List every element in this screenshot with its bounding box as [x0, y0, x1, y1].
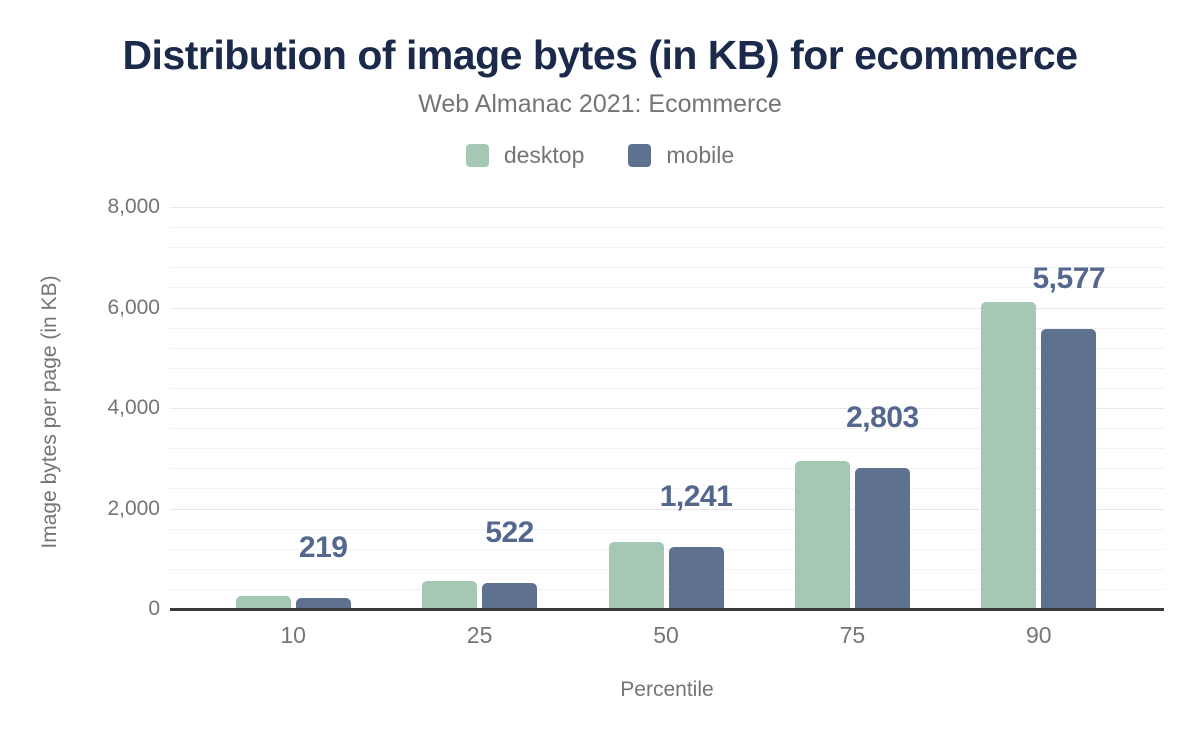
minor-gridline [170, 327, 1164, 329]
y-tick-label: 0 [148, 597, 160, 620]
bar-mobile-p75 [854, 468, 910, 609]
x-axis-title: Percentile [620, 678, 714, 701]
minor-gridline [170, 568, 1164, 570]
minor-gridline [170, 548, 1164, 550]
mobile-swatch-icon [628, 144, 652, 167]
y-tick-label: 4,000 [107, 396, 160, 419]
minor-gridline [170, 227, 1164, 229]
data-label-p10: 219 [298, 530, 348, 564]
bar-desktop-p75 [794, 460, 850, 609]
chart-title: Distribution of image bytes (in KB) for … [122, 32, 1078, 78]
minor-gridline [170, 488, 1164, 490]
bar-mobile-p50 [668, 546, 724, 609]
minor-gridline [170, 528, 1164, 530]
bar-desktop-p10 [235, 596, 291, 609]
x-axis-line [170, 608, 1164, 611]
data-label-p50: 1,241 [659, 479, 733, 513]
minor-gridline [170, 287, 1164, 289]
y-tick-label: 8,000 [107, 195, 160, 218]
y-tick-label: 6,000 [107, 295, 160, 319]
bar-desktop-p90 [981, 302, 1037, 609]
legend: desktop mobile [0, 142, 1200, 169]
minor-gridline [170, 267, 1164, 269]
x-tick-label: 90 [1026, 622, 1052, 648]
x-tick-label: 75 [839, 622, 866, 648]
bar-mobile-p25 [482, 582, 538, 609]
minor-gridline [170, 387, 1164, 389]
minor-gridline [170, 448, 1164, 450]
desktop-swatch-icon [465, 144, 489, 167]
y-axis-title: Image bytes per page (in KB) [38, 275, 61, 549]
minor-gridline [170, 468, 1164, 470]
legend-item-mobile: mobile [628, 142, 734, 169]
x-tick-label: 25 [466, 622, 493, 648]
y-tick-label: 2,000 [107, 496, 160, 520]
major-gridline [170, 508, 1164, 510]
x-tick-label: 10 [280, 622, 306, 648]
x-tick-label: 50 [653, 622, 679, 648]
major-gridline [170, 408, 1164, 409]
legend-item-desktop: desktop [465, 142, 585, 169]
bar-desktop-p25 [422, 580, 478, 609]
legend-label-mobile: mobile [666, 142, 735, 168]
minor-gridline [170, 367, 1164, 369]
minor-gridline [170, 428, 1164, 430]
bar-mobile-p90 [1041, 328, 1097, 609]
bar-mobile-p10 [295, 597, 351, 609]
minor-gridline [170, 347, 1164, 349]
minor-gridline [170, 588, 1164, 590]
major-gridline [170, 207, 1164, 208]
data-label-p75: 2,803 [846, 401, 919, 435]
data-label-p25: 522 [485, 515, 534, 549]
data-label-p90: 5,577 [1032, 261, 1106, 295]
minor-gridline [170, 247, 1164, 249]
legend-label-desktop: desktop [503, 142, 585, 168]
chart-subtitle: Web Almanac 2021: Ecommerce [418, 90, 782, 118]
bar-desktop-p50 [608, 542, 664, 609]
major-gridline [170, 307, 1164, 309]
